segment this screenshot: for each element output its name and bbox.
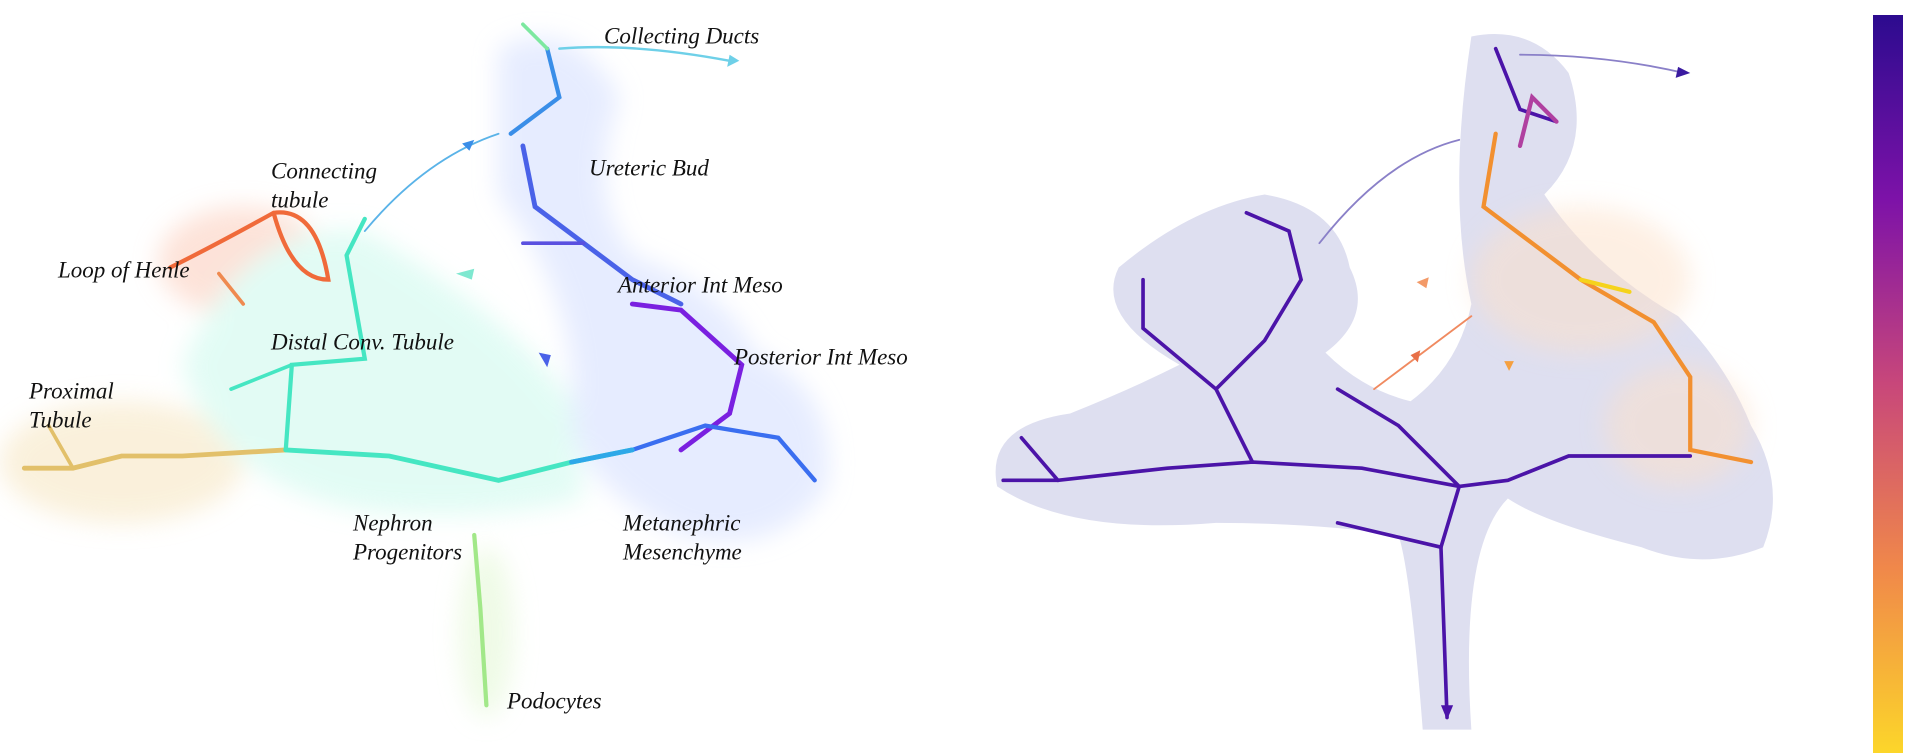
trajectory-shape [1335,521,1443,550]
trajectory-shape [727,54,740,67]
cluster-label: Tubule [29,407,92,432]
trajectory-shape [569,447,635,465]
trajectory-shape [456,268,475,280]
trajectory-shape [0,401,244,523]
trajectory-shape [630,423,817,483]
trajectory-shape [1493,46,1559,124]
trajectory-shape [459,547,514,718]
trajectory-shape [1001,454,1693,489]
trajectory-shape [46,423,75,470]
trajectory-shape [217,271,246,306]
trajectory-shape [1605,364,1752,487]
left-panel [0,22,829,718]
labels: Collecting Ducts Ureteric Bud Connecting tu… [28,23,908,713]
cluster-label: Metanephric [622,510,741,535]
trajectory-shape [1318,53,1754,465]
trajectory-shape [521,22,550,51]
trajectory-shape [472,532,489,708]
cluster-label: Progenitors [352,539,462,564]
trajectory-shape [1335,387,1462,720]
trajectory-shape [1410,350,1421,363]
trajectory-shape [283,216,368,453]
trajectory-shape [1416,277,1429,289]
cluster-label: Anterior Int Meso [616,272,783,297]
trajectory-shape [558,45,731,63]
trajectory-shape [1141,277,1218,391]
trajectory-shape [1504,361,1514,371]
trajectory-shape [1440,705,1454,720]
cluster-label: Ureteric Bud [589,155,709,180]
trajectory-shape [538,352,551,368]
cluster-label: Proximal [28,378,114,403]
trajectory-shape [229,362,294,391]
cluster-label: Collecting Ducts [604,23,759,48]
colorbar [1873,15,1903,753]
trajectory-shape [21,22,817,708]
trajectory-shape [1213,210,1304,464]
trajectory-shape [508,46,562,136]
cluster-label: Mesenchyme [622,539,742,564]
trajectory-shape [168,210,331,282]
right-panel [995,34,1773,730]
trajectory-shape [498,37,829,542]
trajectory-shape [1001,46,1693,720]
trajectory-shape [995,34,1773,730]
cluster-label: Nephron [352,510,433,535]
trajectory-shape [1519,53,1686,74]
trajectory-shape [1019,435,1060,483]
trajectory-shape [0,37,829,718]
trajectory-shape [1578,277,1632,294]
trajectory-shape [1318,138,1461,245]
cluster-label: tubule [271,187,329,212]
trajectory-shape [1675,66,1691,78]
cluster-label: Podocytes [506,688,602,713]
trajectory-shape [363,132,500,232]
trajectory-shape [182,230,584,515]
trajectory-shape [1373,315,1473,391]
cluster-label: Connecting [271,158,377,183]
cluster-label: Distal Conv. Tubule [270,329,454,354]
trajectory-shape [21,447,289,471]
trajectory-shape [1481,131,1754,465]
cluster-label: Posterior Int Meso [733,344,908,369]
trajectory-shape [1517,93,1559,149]
cluster-label: Loop of Henle [57,257,190,282]
